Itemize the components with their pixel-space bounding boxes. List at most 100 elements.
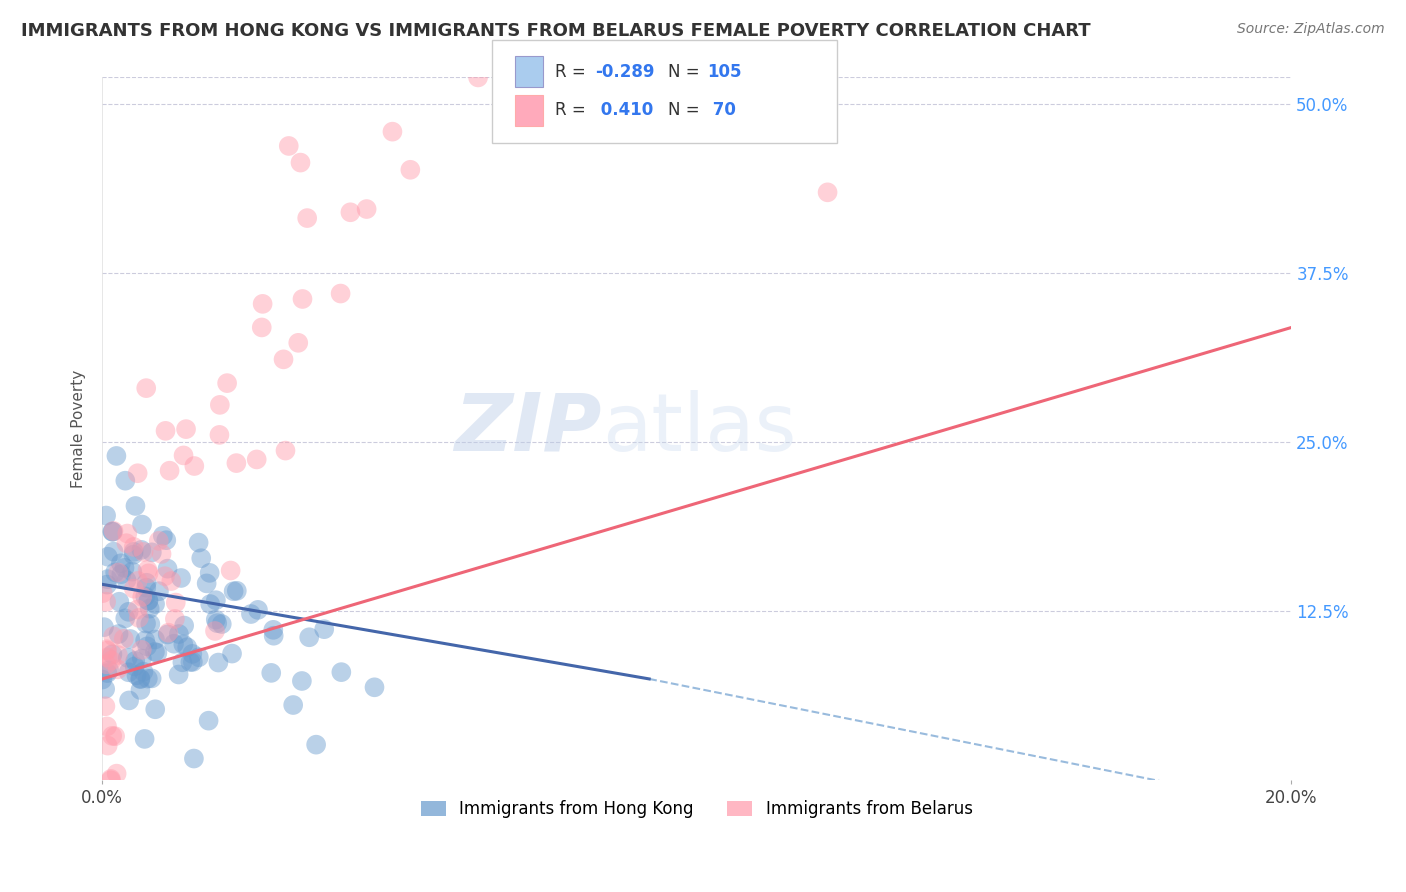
Point bbox=[136, 563, 159, 577]
Point bbox=[170, 571, 193, 585]
Point bbox=[121, 565, 143, 579]
Point bbox=[143, 702, 166, 716]
Point bbox=[122, 548, 145, 562]
Point bbox=[204, 624, 226, 638]
Point bbox=[91, 673, 114, 687]
Point bbox=[129, 683, 152, 698]
Point bbox=[174, 422, 197, 436]
Point bbox=[150, 547, 173, 561]
Text: 70: 70 bbox=[707, 101, 737, 120]
Point bbox=[129, 672, 152, 686]
Text: R =: R = bbox=[555, 62, 592, 81]
Point bbox=[155, 424, 177, 438]
Point bbox=[181, 655, 204, 669]
Point bbox=[107, 627, 129, 641]
Point bbox=[96, 657, 118, 672]
Text: IMMIGRANTS FROM HONG KONG VS IMMIGRANTS FROM BELARUS FEMALE POVERTY CORRELATION : IMMIGRANTS FROM HONG KONG VS IMMIGRANTS … bbox=[21, 22, 1091, 40]
Y-axis label: Female Poverty: Female Poverty bbox=[72, 370, 86, 488]
Point bbox=[96, 643, 118, 657]
Point bbox=[114, 561, 136, 575]
Point bbox=[135, 381, 157, 395]
Point bbox=[221, 647, 243, 661]
Point bbox=[250, 320, 273, 334]
Point bbox=[131, 542, 153, 557]
Point bbox=[183, 751, 205, 765]
Point bbox=[187, 650, 209, 665]
Point bbox=[330, 665, 353, 680]
Point bbox=[207, 656, 229, 670]
Point bbox=[173, 449, 195, 463]
Point bbox=[339, 205, 361, 219]
Point bbox=[122, 545, 145, 559]
Point bbox=[152, 529, 174, 543]
Point bbox=[131, 590, 153, 604]
Point bbox=[138, 601, 160, 615]
Point bbox=[122, 540, 145, 554]
Point bbox=[356, 202, 378, 216]
Point bbox=[122, 582, 145, 596]
Point bbox=[283, 698, 305, 712]
Point bbox=[101, 729, 124, 743]
Point bbox=[127, 602, 149, 616]
Point bbox=[107, 566, 129, 580]
Text: 105: 105 bbox=[707, 62, 742, 81]
Point bbox=[107, 648, 129, 662]
Point bbox=[115, 573, 138, 587]
Point bbox=[290, 155, 312, 169]
Point bbox=[107, 662, 129, 676]
Point bbox=[381, 125, 404, 139]
Point bbox=[112, 632, 135, 646]
Point bbox=[260, 665, 283, 680]
Point bbox=[96, 577, 118, 591]
Point bbox=[96, 666, 118, 681]
Point bbox=[198, 566, 221, 580]
Point bbox=[143, 645, 166, 659]
Point bbox=[314, 622, 336, 636]
Point bbox=[817, 186, 839, 200]
Point bbox=[127, 467, 149, 481]
Point bbox=[225, 583, 247, 598]
Point bbox=[118, 693, 141, 707]
Point bbox=[132, 665, 155, 679]
Point bbox=[97, 549, 120, 564]
Point bbox=[163, 612, 186, 626]
Point bbox=[98, 663, 121, 677]
Text: R =: R = bbox=[555, 101, 592, 120]
Point bbox=[273, 352, 295, 367]
Point bbox=[363, 681, 385, 695]
Point bbox=[134, 590, 156, 604]
Point bbox=[139, 616, 162, 631]
Point bbox=[117, 665, 139, 680]
Point bbox=[94, 699, 117, 714]
Point bbox=[117, 605, 139, 619]
Point bbox=[134, 731, 156, 746]
Point bbox=[181, 647, 204, 661]
Point bbox=[219, 564, 242, 578]
Point bbox=[329, 286, 352, 301]
Point bbox=[104, 566, 127, 580]
Point bbox=[131, 517, 153, 532]
Point bbox=[124, 659, 146, 673]
Point bbox=[172, 655, 194, 669]
Point bbox=[159, 464, 181, 478]
Point bbox=[127, 574, 149, 588]
Point bbox=[195, 576, 218, 591]
Point bbox=[141, 545, 163, 559]
Point bbox=[101, 524, 124, 539]
Point bbox=[148, 584, 170, 599]
Point bbox=[156, 627, 179, 641]
Point bbox=[305, 738, 328, 752]
Point bbox=[155, 533, 177, 548]
Point bbox=[125, 668, 148, 682]
Point bbox=[96, 572, 118, 586]
Point bbox=[135, 581, 157, 595]
Point bbox=[217, 376, 239, 391]
Text: -0.289: -0.289 bbox=[595, 62, 654, 81]
Point bbox=[146, 646, 169, 660]
Point bbox=[124, 654, 146, 668]
Point bbox=[156, 562, 179, 576]
Point bbox=[100, 654, 122, 668]
Point bbox=[110, 556, 132, 570]
Point bbox=[200, 597, 222, 611]
Point bbox=[100, 772, 122, 786]
